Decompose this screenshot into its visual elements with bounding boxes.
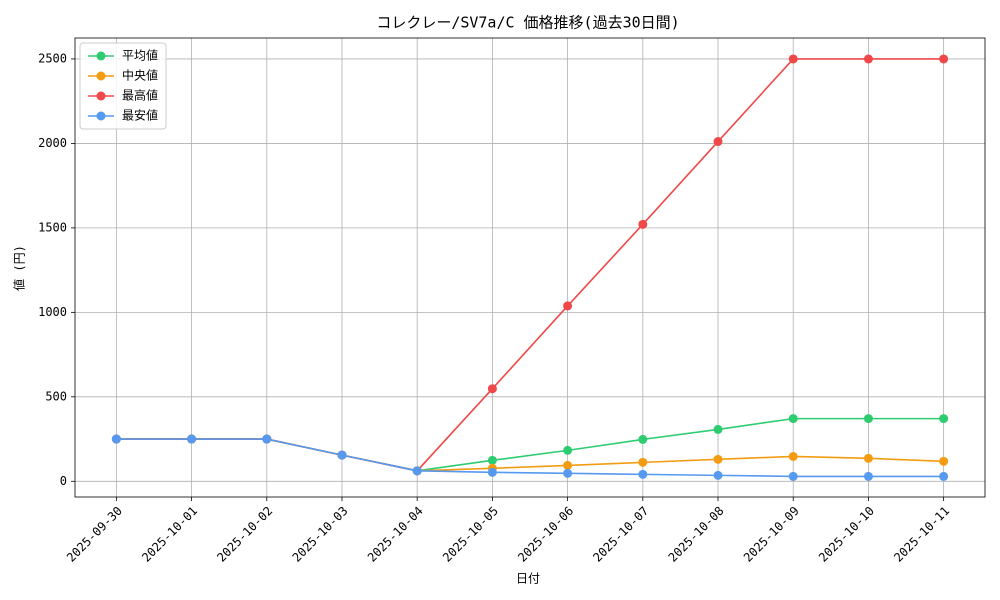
x-tick-label: 2025-10-04 [365, 504, 426, 565]
series-line [116, 417, 944, 472]
legend-marker [96, 91, 106, 101]
point [412, 466, 422, 476]
point [638, 457, 648, 467]
series-line [116, 58, 944, 472]
x-tick-label: 2025-10-07 [590, 504, 651, 565]
x-tick-label: 2025-10-10 [816, 504, 877, 565]
x-tick-label: 2025-09-30 [64, 504, 125, 565]
point [788, 451, 798, 461]
y-tick-label: 2500 [38, 51, 67, 65]
y-tick-label: 0 [60, 474, 67, 488]
x-tick-label: 2025-10-05 [440, 504, 501, 565]
y-tick-label: 2000 [38, 136, 67, 150]
point [713, 424, 723, 434]
x-tick-label: 2025-10-01 [139, 504, 200, 565]
point [713, 137, 723, 147]
x-tick-label: 2025-10-11 [891, 504, 952, 565]
point [337, 450, 347, 460]
chart-title: コレクレー/SV7a/C 価格推移(過去30日間) [376, 14, 679, 32]
y-axis-label: 値 (円) [12, 245, 27, 291]
legend-label: 平均値 [122, 48, 158, 63]
point [111, 434, 121, 444]
x-tick-label: 2025-10-03 [290, 504, 351, 565]
legend-box [79, 42, 167, 130]
legend-label: 中央値 [122, 68, 158, 83]
plot-area: 0 500 1000 1500 2000 2500 2025-09-30 2025-10-01… [38, 38, 985, 565]
point [713, 454, 723, 464]
point [563, 301, 573, 311]
point [638, 434, 648, 444]
point [638, 469, 648, 479]
plot-frame [74, 37, 986, 498]
point [638, 219, 648, 229]
point [262, 434, 272, 444]
legend-label: 最高値 [122, 88, 158, 103]
y-tick-label: 1000 [38, 305, 67, 319]
point [863, 414, 873, 424]
legend-marker [96, 71, 106, 81]
y-tick-label: 500 [45, 389, 67, 403]
point [788, 54, 798, 64]
x-tick-label: 2025-10-08 [666, 504, 727, 565]
point [863, 453, 873, 463]
point [939, 471, 949, 481]
x-axis-label: 日付 [516, 572, 540, 586]
point [788, 414, 798, 424]
point [939, 414, 949, 424]
legend-marker [96, 111, 106, 121]
point [187, 434, 197, 444]
point [939, 54, 949, 64]
point [487, 455, 497, 465]
point [563, 460, 573, 470]
point [563, 468, 573, 478]
point [487, 467, 497, 477]
point [788, 471, 798, 481]
point [487, 384, 497, 394]
point [863, 471, 873, 481]
series-line [116, 438, 944, 478]
point [863, 54, 873, 64]
legend-label: 最安値 [122, 108, 158, 123]
point [563, 445, 573, 455]
point [713, 470, 723, 480]
point [939, 456, 949, 466]
x-tick-label: 2025-10-02 [214, 504, 275, 565]
y-tick-label: 1500 [38, 220, 67, 234]
legend-marker [96, 51, 106, 61]
x-tick-label: 2025-10-09 [741, 504, 802, 565]
x-tick-label: 2025-10-06 [515, 504, 576, 565]
